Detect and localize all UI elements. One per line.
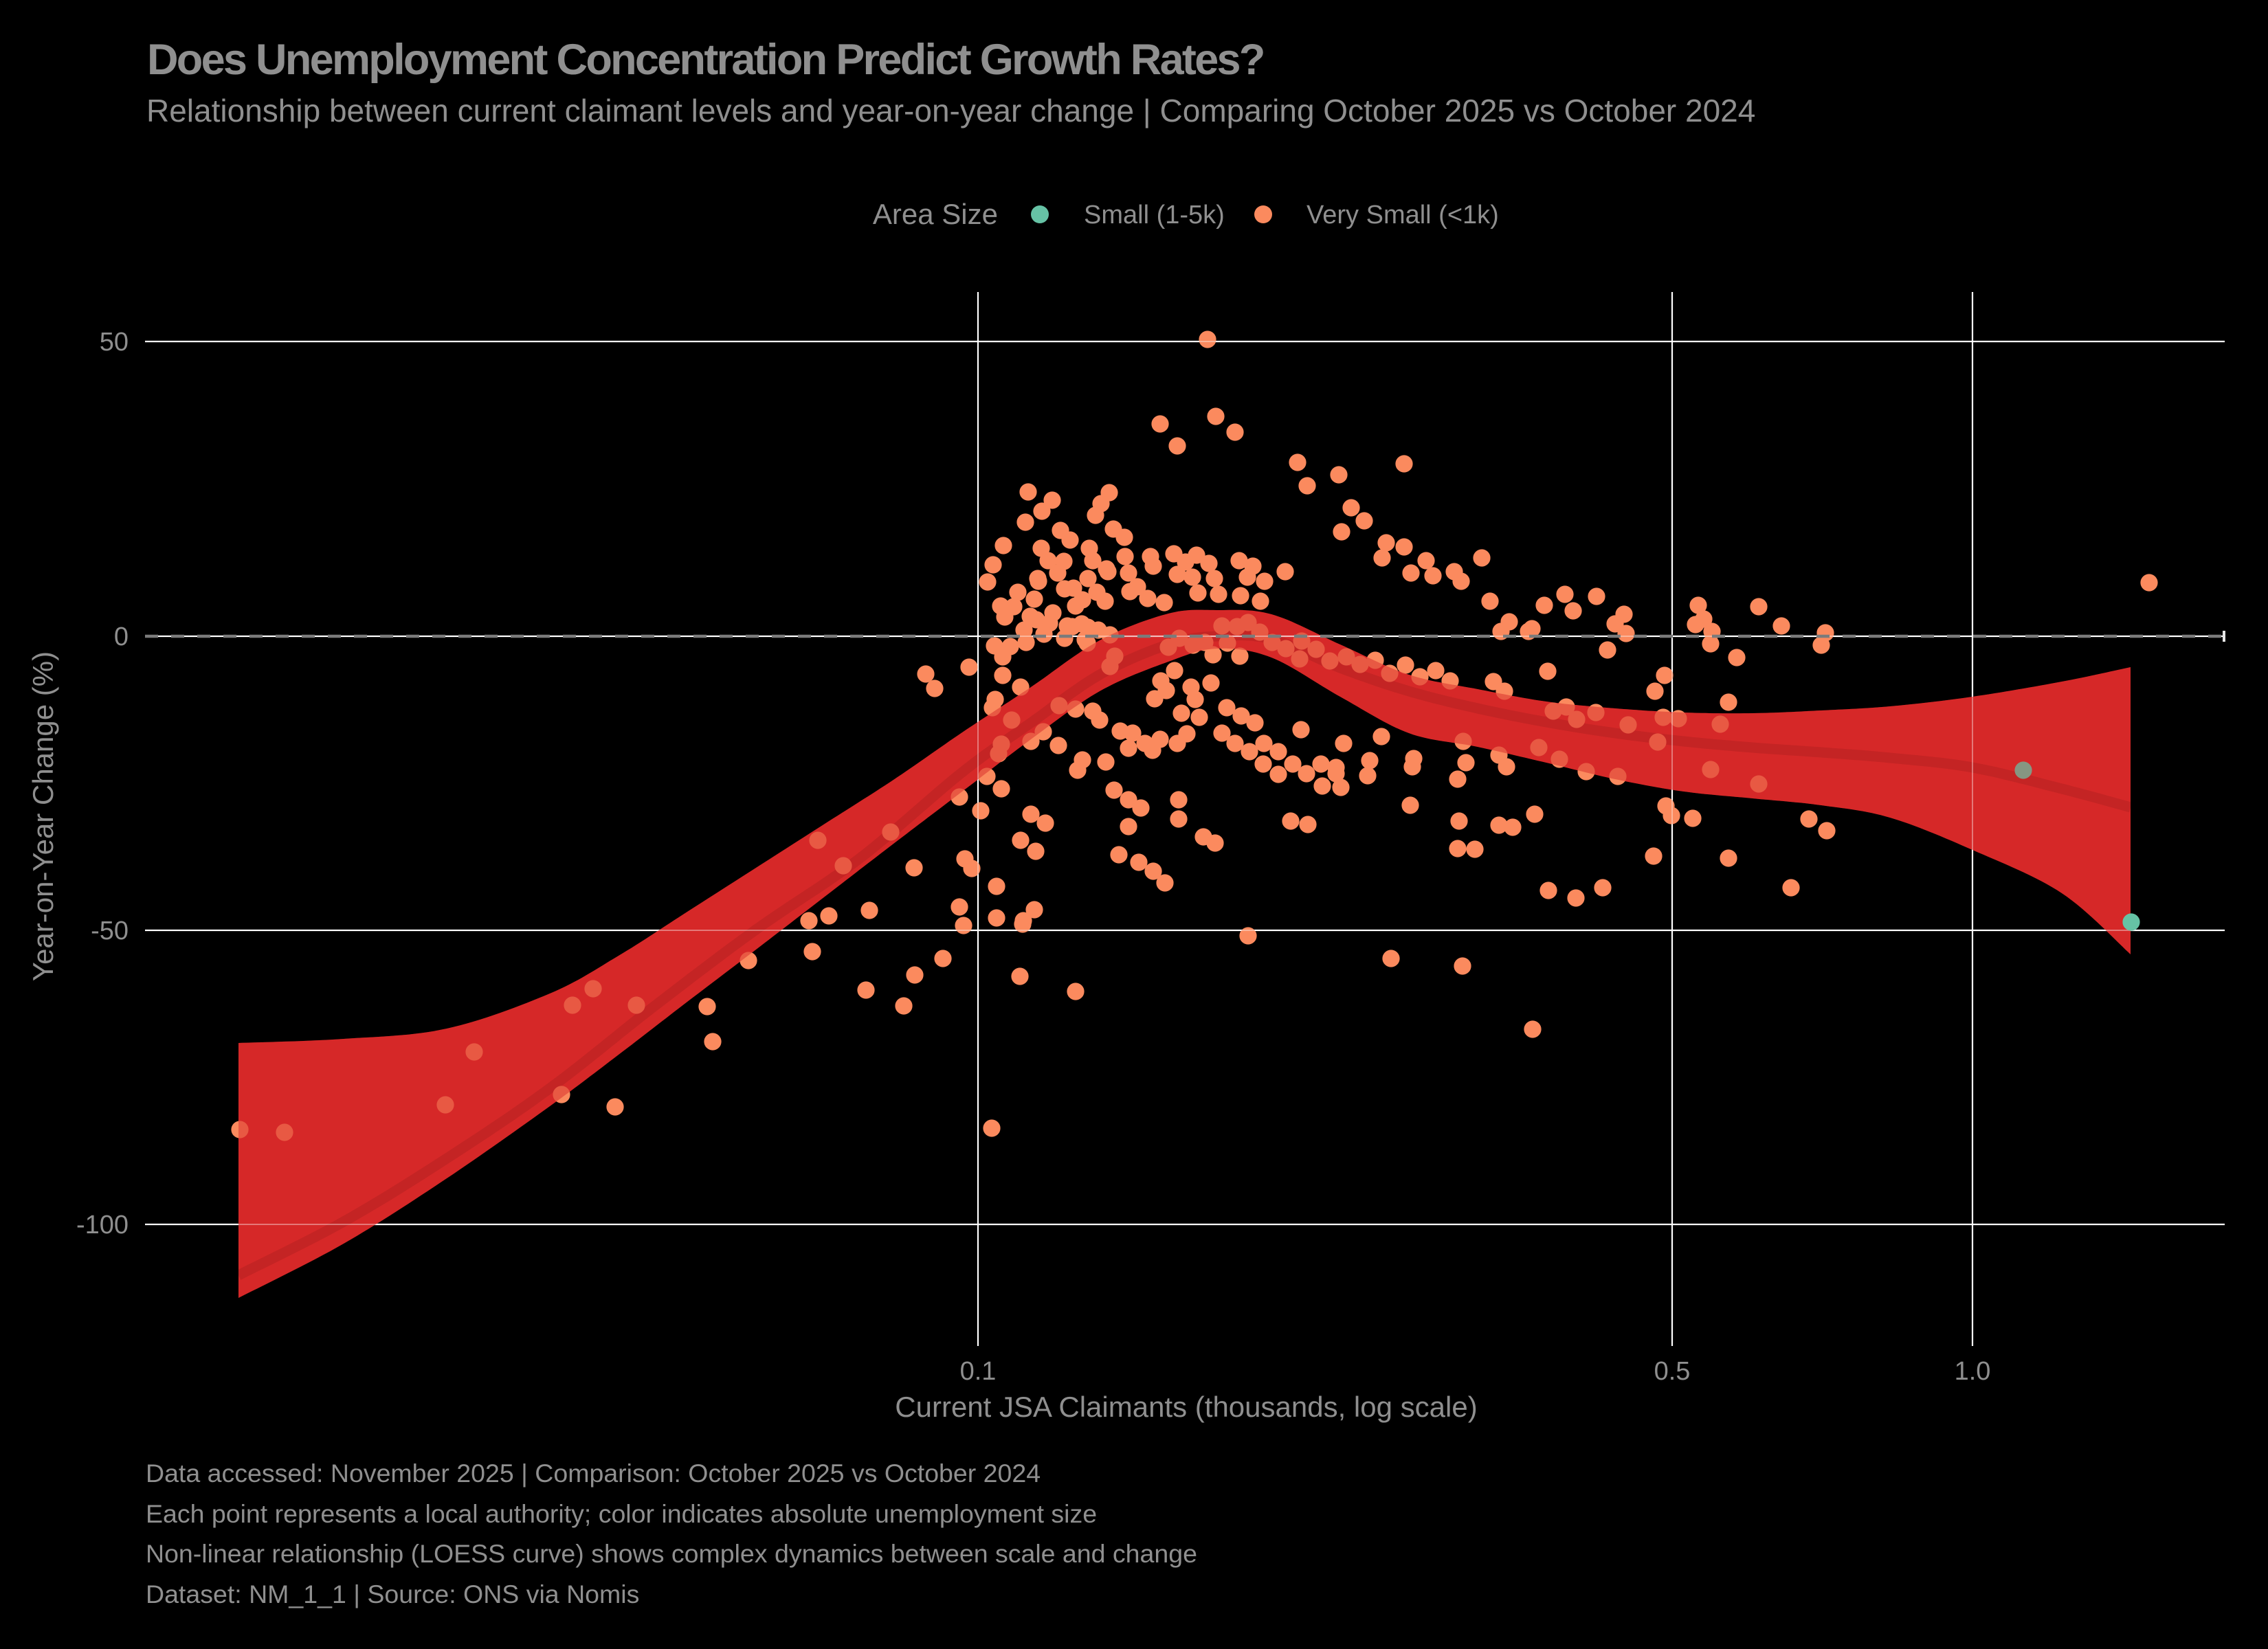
svg-text:Current JSA Claimants (thousan: Current JSA Claimants (thousands, log sc… [895, 1391, 1477, 1423]
svg-text:Each point represents a local: Each point represents a local authority;… [146, 1499, 1097, 1528]
svg-text:50: 50 [100, 328, 129, 357]
svg-text:Year-on-Year Change (%): Year-on-Year Change (%) [27, 651, 59, 981]
svg-text:Data accessed: November 2025 |: Data accessed: November 2025 | Compariso… [146, 1459, 1041, 1488]
svg-text:Very Small (<1k): Very Small (<1k) [1307, 201, 1499, 229]
svg-text:1.0: 1.0 [1955, 1357, 1991, 1386]
svg-text:0.1: 0.1 [960, 1357, 997, 1386]
svg-text:Area Size: Area Size [873, 198, 998, 230]
svg-text:0: 0 [114, 622, 129, 651]
svg-text:-100: -100 [76, 1211, 129, 1239]
svg-text:Dataset: NM_1_1 | Source: ONS: Dataset: NM_1_1 | Source: ONS via Nomis [146, 1580, 639, 1608]
svg-text:Non-linear relationship (LOESS: Non-linear relationship (LOESS curve) sh… [146, 1539, 1197, 1568]
svg-text:Does Unemployment Concentratio: Does Unemployment Concentration Predict … [147, 36, 1264, 84]
svg-text:Relationship between current c: Relationship between current claimant le… [146, 93, 1755, 128]
svg-text:Small (1-5k): Small (1-5k) [1084, 201, 1225, 229]
svg-text:0.5: 0.5 [1654, 1357, 1691, 1386]
svg-text:-50: -50 [91, 917, 129, 945]
